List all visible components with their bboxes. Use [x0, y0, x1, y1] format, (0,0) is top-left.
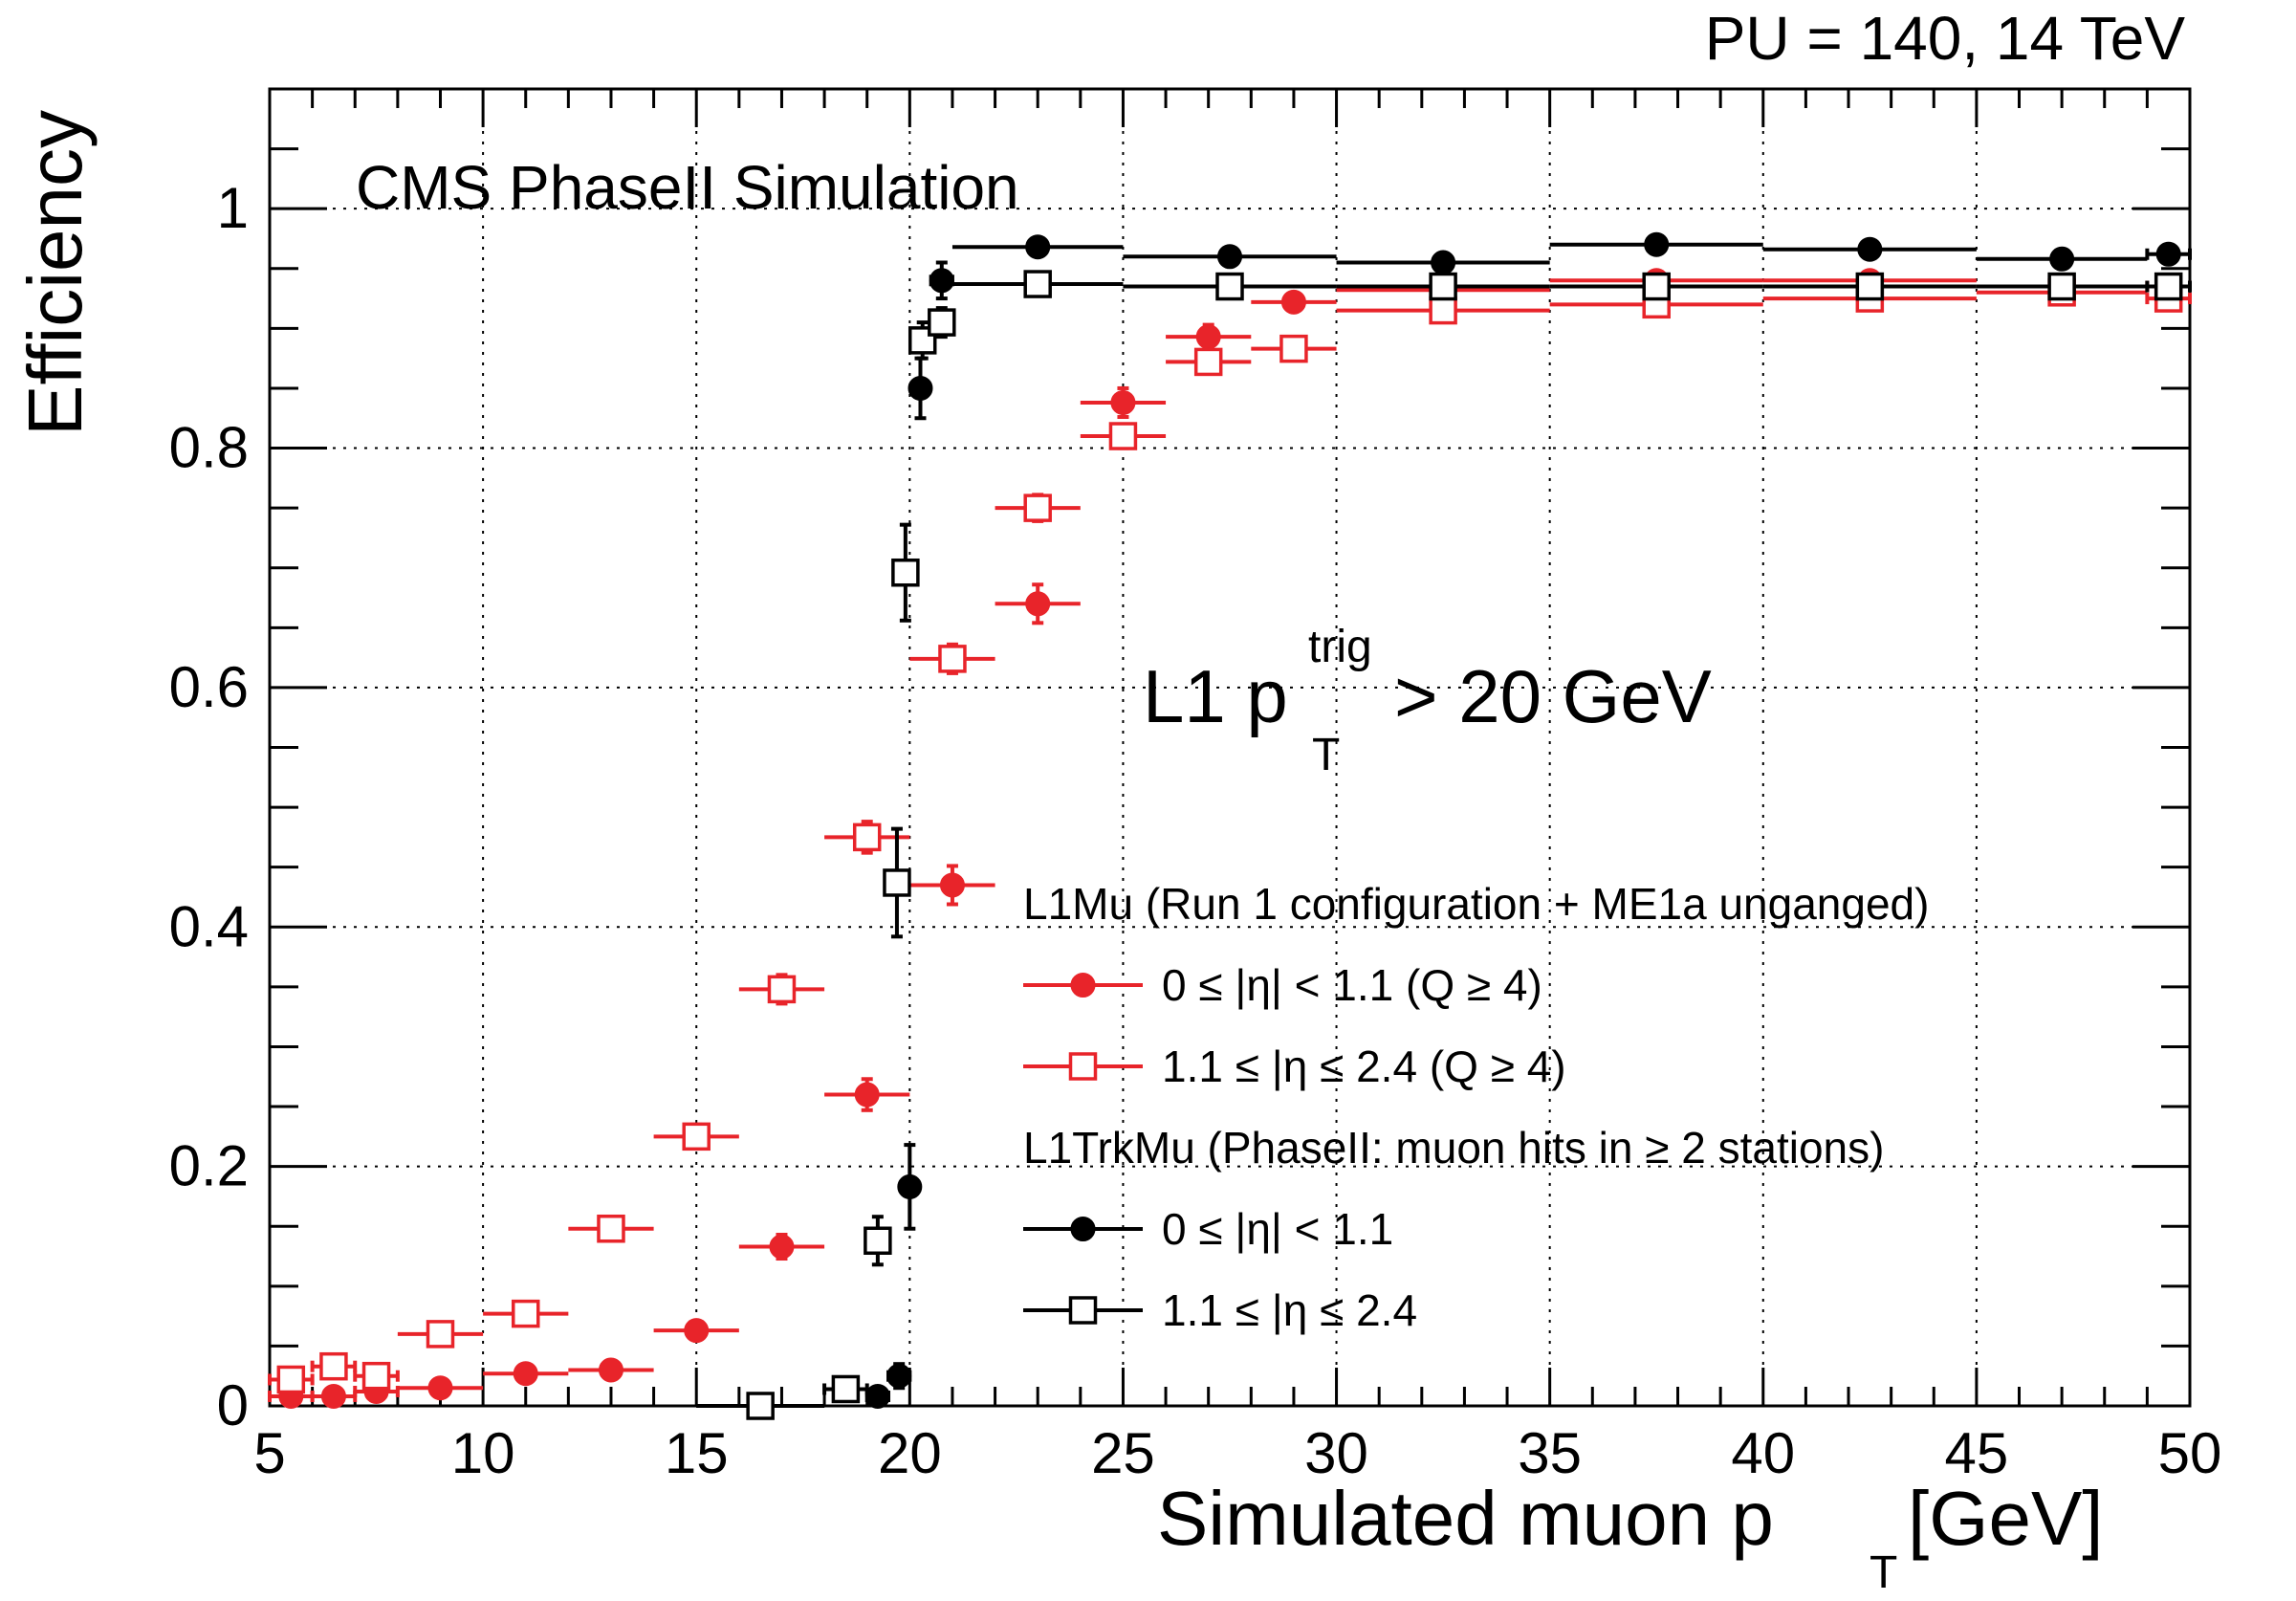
- legend-header: L1Mu (Run 1 configuration + ME1a ungange…: [1023, 879, 1929, 929]
- data-point: [682, 1122, 711, 1151]
- x-tick-label: 5: [253, 1421, 285, 1485]
- data-point: [2155, 241, 2181, 267]
- data-point: [1023, 493, 1052, 522]
- legend-label: 1.1 ≤ |η ≤ 2.4 (Q ≥ 4): [1162, 1042, 1566, 1091]
- data-point: [907, 375, 933, 401]
- x-tick-label: 40: [1731, 1421, 1795, 1485]
- axes-layer: 5 10 15 20 25 30 35 40 45 50 0 0.2 0.4 0.6 0.8 1: [169, 87, 2222, 1485]
- legend: L1Mu (Run 1 configuration + ME1a ungange…: [1023, 879, 1929, 1335]
- data-point: [2154, 272, 2183, 301]
- data-point: [684, 1318, 710, 1344]
- data-point: [928, 308, 956, 337]
- x-tick-label: 35: [1518, 1421, 1582, 1485]
- data-point: [864, 1226, 892, 1255]
- data-point: [938, 645, 967, 673]
- header-label: PU = 140, 14 TeV: [1705, 4, 2186, 73]
- annotation-superscript: trig: [1308, 622, 1372, 672]
- annotation-prefix: L1 p: [1143, 654, 1288, 738]
- legend-marker: [1068, 1052, 1098, 1081]
- data-point: [767, 975, 797, 1004]
- data-point: [886, 1363, 912, 1389]
- series-2: [696, 231, 2192, 1418]
- data-point: [1193, 347, 1223, 377]
- x-tick-label: 45: [1945, 1421, 2009, 1485]
- data-point: [864, 1383, 890, 1409]
- data-point: [1023, 270, 1052, 298]
- data-point: [361, 1361, 391, 1391]
- data-point: [907, 326, 937, 355]
- legend-marker: [1068, 1296, 1098, 1325]
- data-point: [1025, 591, 1051, 617]
- series-3: [696, 270, 2192, 1420]
- data-point: [2047, 272, 2076, 301]
- data-point: [1110, 389, 1136, 415]
- data-point: [320, 1383, 346, 1409]
- annotation-suffix: > 20 GeV: [1394, 654, 1712, 738]
- y-tick-label: 1: [217, 176, 249, 240]
- data-point: [854, 1082, 880, 1108]
- data-point: [1431, 250, 1456, 275]
- legend-label: 0 ≤ |η| < 1.1: [1162, 1204, 1393, 1254]
- annotation-subscript: T: [1312, 730, 1340, 780]
- x-axis-title-subscript: T: [1870, 1547, 1897, 1598]
- data-point: [1025, 234, 1051, 260]
- series-layer: [268, 231, 2192, 1420]
- data-point: [319, 1351, 348, 1381]
- legend-marker: [1070, 973, 1096, 998]
- data-point: [276, 1365, 306, 1394]
- x-tick-label: 10: [451, 1421, 515, 1485]
- data-point: [769, 1234, 795, 1260]
- data-point: [1195, 324, 1221, 350]
- legend-label: 1.1 ≤ |η ≤ 2.4: [1162, 1285, 1417, 1335]
- x-tick-label: 30: [1304, 1421, 1368, 1485]
- data-point: [939, 872, 965, 898]
- x-tick-label: 20: [878, 1421, 942, 1485]
- data-point: [1279, 334, 1308, 363]
- y-axis-title: Efficiency: [12, 110, 98, 436]
- legend-label: 0 ≤ |η| < 1.1 (Q ≥ 4): [1162, 960, 1542, 1010]
- y-tick-label: 0: [217, 1373, 249, 1437]
- data-point: [831, 1374, 861, 1404]
- data-point: [511, 1299, 540, 1328]
- x-axis-title: Simulated muon p: [1157, 1476, 1774, 1561]
- data-point: [891, 558, 920, 587]
- y-tick-label: 0.4: [169, 894, 249, 958]
- data-point: [1429, 296, 1457, 325]
- y-tick-label: 0.8: [169, 416, 249, 480]
- labels-layer: PU = 140, 14 TeV CMS PhaseII Simulation L1…: [12, 4, 2185, 1598]
- data-point: [1108, 422, 1138, 450]
- legend-header: L1TrkMu (PhaseII: muon hits in ≥ 2 stati…: [1023, 1123, 1884, 1173]
- y-tick-label: 0.2: [169, 1134, 249, 1198]
- data-point: [1642, 272, 1671, 301]
- chart-title: CMS PhaseII Simulation: [356, 153, 1019, 222]
- data-point: [427, 1375, 453, 1401]
- data-point: [929, 268, 954, 294]
- data-point: [746, 1392, 775, 1420]
- data-point: [597, 1214, 625, 1243]
- data-point: [852, 822, 882, 852]
- x-axis-title-unit: [GeV]: [1908, 1476, 2104, 1561]
- data-point: [1215, 272, 1244, 301]
- x-tick-label: 50: [2158, 1421, 2222, 1485]
- data-point: [598, 1357, 623, 1383]
- data-point: [897, 1173, 923, 1199]
- x-tick-label: 15: [665, 1421, 729, 1485]
- data-point: [1429, 272, 1457, 301]
- data-point: [883, 868, 911, 897]
- y-tick-label: 0.6: [169, 655, 249, 719]
- x-tick-label: 25: [1091, 1421, 1155, 1485]
- data-point: [1217, 244, 1242, 270]
- data-point: [1857, 236, 1883, 262]
- data-point: [2049, 246, 2075, 272]
- data-point: [426, 1320, 455, 1349]
- data-point: [1644, 231, 1670, 257]
- data-point: [513, 1361, 538, 1387]
- data-point: [1855, 272, 1885, 301]
- data-point: [1280, 289, 1306, 315]
- legend-marker: [1070, 1217, 1096, 1241]
- grid-layer: [270, 89, 2190, 1406]
